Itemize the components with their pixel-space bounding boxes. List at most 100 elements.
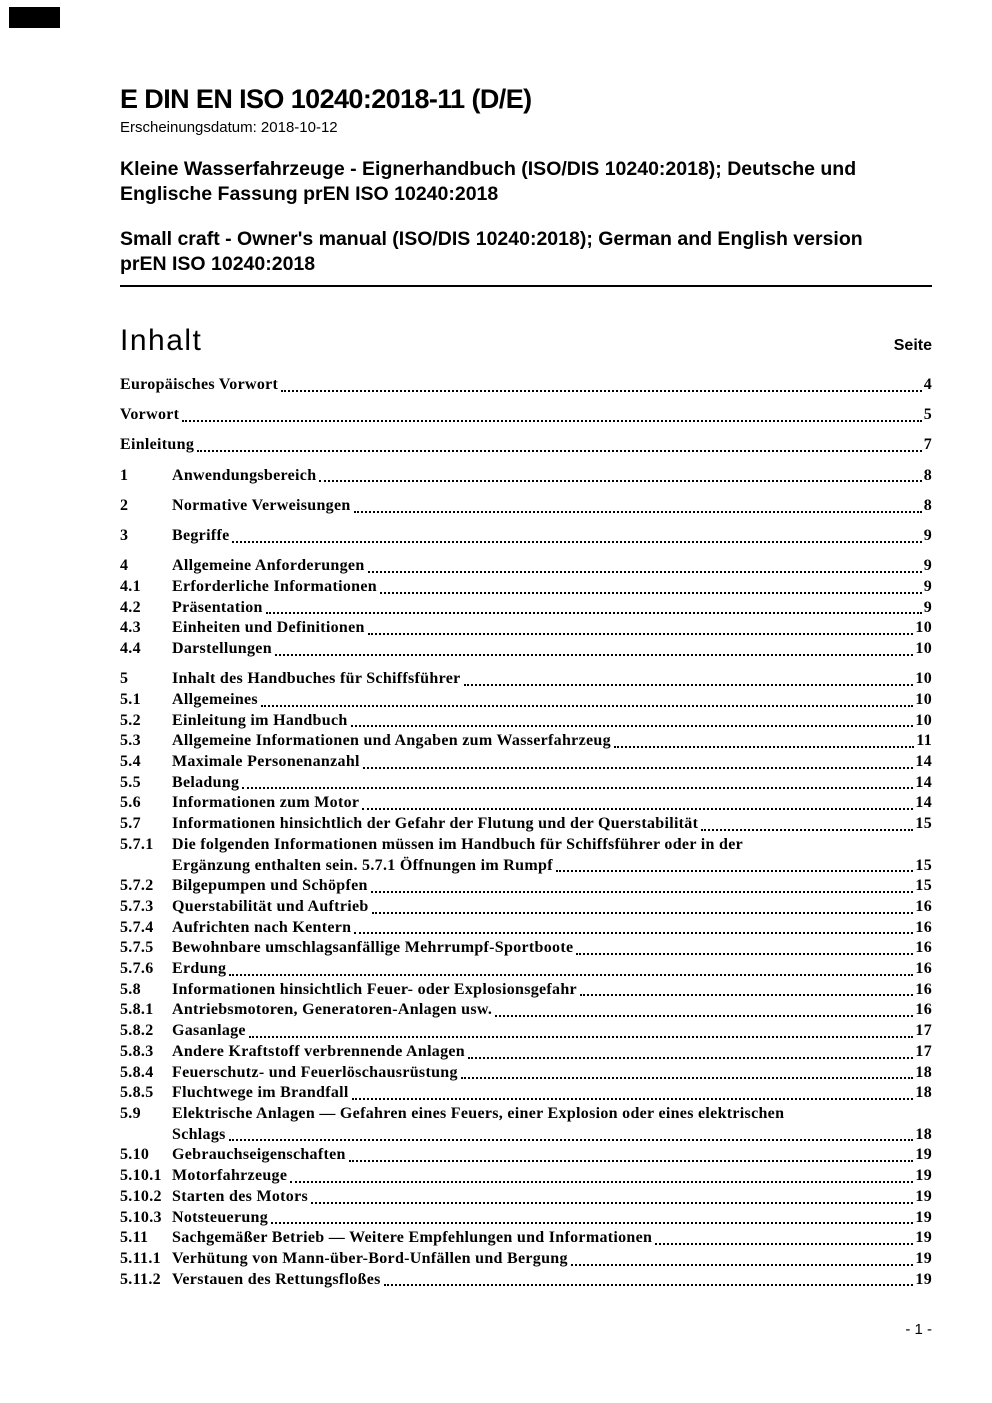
toc-entry: 5.10.3 Notsteuerung 19 — [120, 1208, 932, 1229]
dot-leader — [579, 994, 914, 997]
toc-entry-page: 18 — [915, 1125, 932, 1143]
toc-entry-page: 9 — [923, 577, 932, 595]
toc-entry-number: 5.8 — [120, 980, 141, 998]
toc-entry-page: 19 — [915, 1167, 932, 1185]
toc-entry-body: Erforderliche Informationen 9 — [172, 577, 932, 598]
dot-leader — [655, 1242, 914, 1245]
toc-entry-text: Notsteuerung — [172, 1208, 269, 1226]
toc-entry-page: 16 — [915, 918, 932, 936]
toc-entry-line: Allgemeine Anforderungen 9 — [172, 556, 932, 577]
toc-entry-number: 5.10 — [120, 1146, 150, 1164]
toc-entry-line: Informationen hinsichtlich Feuer- oder E… — [172, 980, 932, 1001]
toc-entry-body: Einleitung im Handbuch 10 — [172, 711, 932, 732]
toc-entry-page: 9 — [923, 527, 932, 545]
toc-entry-text: Gasanlage — [172, 1022, 246, 1040]
toc-entry-page: 16 — [915, 980, 932, 998]
toc-entry-page: 16 — [915, 939, 932, 957]
dot-leader — [371, 911, 914, 914]
toc-entry-body: Gebrauchseigenschaften 19 — [172, 1145, 932, 1166]
toc-entry-line: Bewohnbare umschlagsanfällige Mehrrumpf-… — [172, 938, 932, 959]
toc-entry-page: 9 — [923, 557, 932, 575]
toc-entry-page: 18 — [915, 1084, 932, 1102]
toc-entry-line: Notsteuerung 19 — [172, 1208, 932, 1229]
toc-entry-page: 17 — [915, 1042, 932, 1060]
toc-entry-number: 5.7 — [120, 815, 141, 833]
toc-entry-line: Starten des Motors 19 — [172, 1187, 932, 1208]
dot-leader — [319, 480, 922, 483]
toc-entry-body: Die folgenden Informationen müssen im Ha… — [172, 835, 932, 876]
dot-leader — [271, 1222, 914, 1225]
toc-entry-line: Allgemeine Informationen und Angaben zum… — [172, 731, 932, 752]
dot-leader — [460, 1077, 914, 1080]
table-of-contents: Europäisches Vorwort 4 Vorwort 5 Einleitung 7… — [120, 375, 932, 1290]
publication-date: Erscheinungsdatum: 2018-10-12 — [120, 119, 338, 136]
toc-entry-page: 14 — [915, 794, 932, 812]
toc-entry-number: 5.7.6 — [120, 960, 154, 978]
toc-entry-text: Allgemeine Anforderungen — [172, 557, 365, 575]
toc-entry: 5.7.1 Die folgenden Informationen müssen … — [120, 835, 932, 876]
dot-leader — [353, 510, 922, 513]
toc-entry-body: Vorwort 5 — [120, 405, 932, 426]
toc-entry-page: 9 — [923, 598, 932, 616]
toc-entry: 5.10.2 Starten des Motors 19 — [120, 1187, 932, 1208]
toc-entry-line: Querstabilität und Auftrieb 16 — [172, 897, 932, 918]
dot-leader — [354, 932, 914, 935]
toc-entry-number: 5.11 — [120, 1229, 149, 1247]
toc-entry-page: 19 — [915, 1208, 932, 1226]
toc-entry-line: Antriebsmotoren, Generatoren-Anlagen usw… — [172, 1000, 932, 1021]
toc-entry-number: 5.8.3 — [120, 1042, 154, 1060]
toc-entry-body: Europäisches Vorwort 4 — [120, 375, 932, 396]
toc-entry-page: 10 — [915, 640, 932, 658]
toc-entry-text: Informationen hinsichtlich der Gefahr de… — [172, 815, 699, 833]
dot-leader — [495, 1015, 914, 1018]
toc-entry-line: Bilgepumpen und Schöpfen 15 — [172, 876, 932, 897]
toc-entry-text: Aufrichten nach Kentern — [172, 918, 352, 936]
toc-entry-number: 5.11.1 — [120, 1249, 161, 1267]
toc-entry-body: Informationen zum Motor 14 — [172, 793, 932, 814]
dot-leader — [242, 787, 914, 790]
title-english-line2: prEN ISO 10240:2018 — [120, 253, 316, 275]
toc-entry-body: Informationen hinsichtlich Feuer- oder E… — [172, 980, 932, 1001]
toc-entry-page: 18 — [915, 1063, 932, 1081]
toc-entry-text: Einleitung — [120, 436, 195, 454]
toc-entry: 5.6 Informationen zum Motor 14 — [120, 793, 932, 814]
toc-entry: 3 Begriffe 9 — [120, 526, 932, 547]
toc-entry-line: Anwendungsbereich 8 — [172, 466, 932, 487]
toc-entry-line: Präsentation 9 — [172, 598, 932, 619]
dot-leader — [265, 612, 922, 615]
dot-leader — [367, 570, 922, 573]
toc-entry-text: Allgemeines — [172, 690, 258, 708]
toc-entry-number: 5.8.2 — [120, 1022, 154, 1040]
toc-entry-text: Maximale Personenanzahl — [172, 753, 360, 771]
toc-entry-line: Beladung 14 — [172, 773, 932, 794]
toc-entry: 5.7.2 Bilgepumpen und Schöpfen 15 — [120, 876, 932, 897]
toc-entry-text: Starten des Motors — [172, 1187, 309, 1205]
toc-entry-number: 3 — [120, 527, 129, 545]
header-divider — [120, 285, 932, 287]
toc-entry-number: 5.5 — [120, 773, 141, 791]
toc-entry-body: Präsentation 9 — [172, 598, 932, 619]
toc-heading: Inhalt — [120, 324, 203, 357]
toc-entry-body: Verstauen des Rettungsfloßes 19 — [172, 1270, 932, 1291]
toc-entry-body: Anwendungsbereich 8 — [172, 466, 932, 487]
toc-entry-number: 4.3 — [120, 619, 141, 637]
toc-entry-text: Begriffe — [172, 527, 230, 545]
toc-entry-text: Antriebsmotoren, Generatoren-Anlagen usw… — [172, 1001, 493, 1019]
toc-entry: 5.9 Elektrische Anlagen — Gefahren eines … — [120, 1104, 932, 1145]
redaction-box — [9, 7, 60, 28]
title-german: Kleine Wasserfahrzeuge - Eignerhandbuch … — [120, 157, 932, 207]
toc-entry-body: Notsteuerung 19 — [172, 1208, 932, 1229]
toc-entry: 4.3 Einheiten und Definitionen 10 — [120, 618, 932, 639]
toc-entry-line: Maximale Personenanzahl 14 — [172, 752, 932, 773]
toc-entry-line: Gebrauchseigenschaften 19 — [172, 1145, 932, 1166]
dot-leader — [350, 725, 914, 728]
toc-entry: 5.10 Gebrauchseigenschaften 19 — [120, 1145, 932, 1166]
toc-entry-body: Antriebsmotoren, Generatoren-Anlagen usw… — [172, 1000, 932, 1021]
toc-entry-line: Informationen hinsichtlich der Gefahr de… — [172, 814, 932, 835]
toc-entry-body: Verhütung von Mann-über-Bord-Unfällen un… — [172, 1249, 932, 1270]
toc-entry: 4.4 Darstellungen 10 — [120, 639, 932, 660]
toc-entry-number: 5.10.1 — [120, 1167, 162, 1185]
toc-entry: 4.1 Erforderliche Informationen 9 — [120, 577, 932, 598]
toc-entry-body: Starten des Motors 19 — [172, 1187, 932, 1208]
toc-entry: 1 Anwendungsbereich 8 — [120, 466, 932, 487]
